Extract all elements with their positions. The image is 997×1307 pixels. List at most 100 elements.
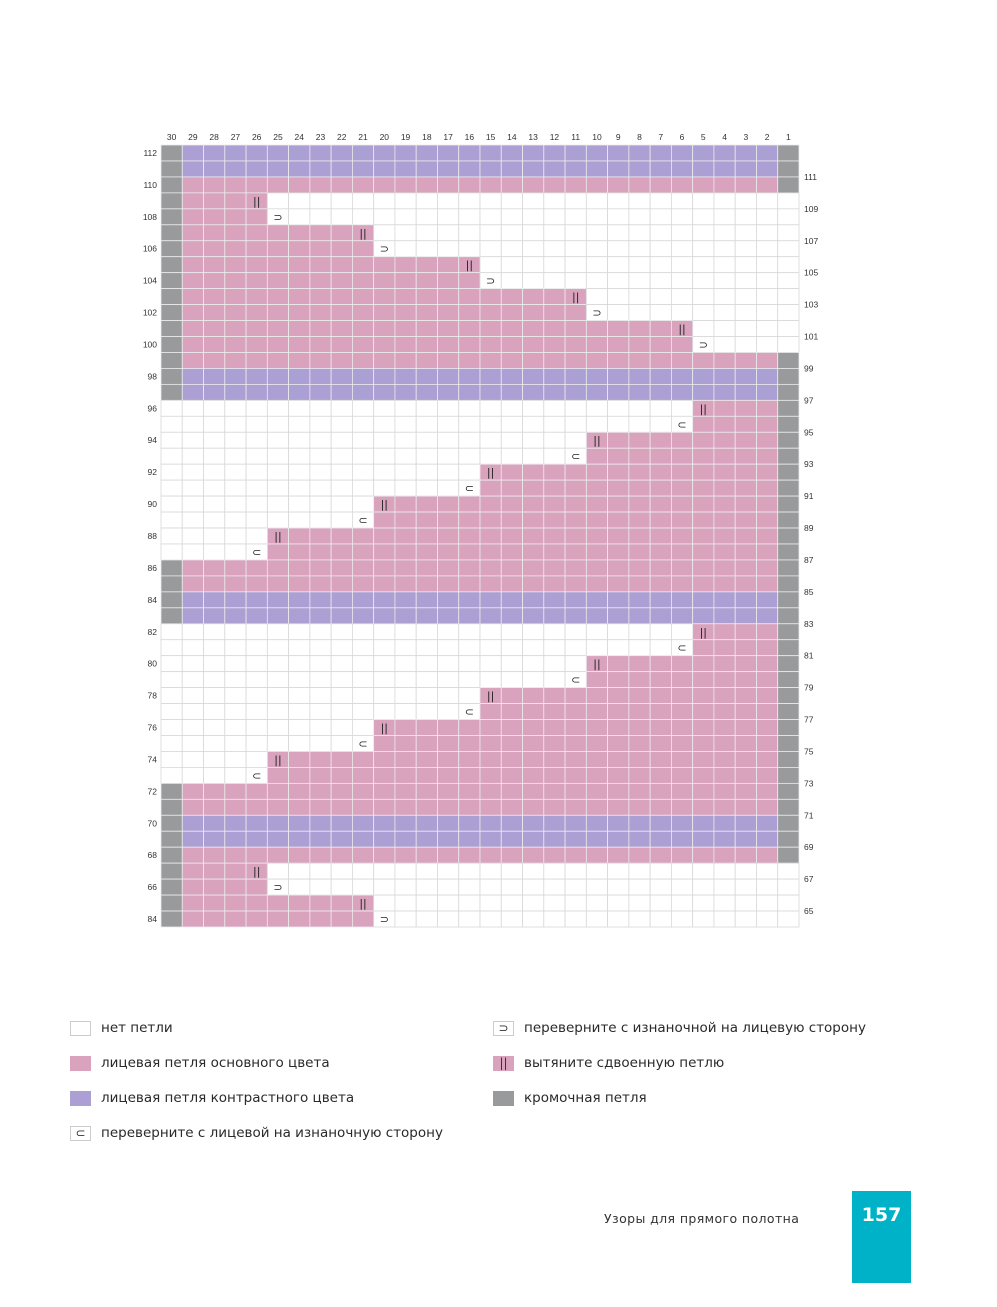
- main-color-cell: [692, 431, 715, 449]
- no-stitch-cell: [160, 495, 183, 513]
- no-stitch-cell: [309, 192, 332, 210]
- main-color-cell: [479, 288, 502, 305]
- no-stitch-cell: [479, 655, 502, 673]
- contrast-color-cell: [437, 830, 460, 848]
- main-color-cell: [713, 511, 736, 529]
- contrast-color-cell: [713, 160, 736, 178]
- edge-stitch-cell: [160, 575, 183, 593]
- main-color-cell: [330, 336, 353, 353]
- contrast-color-cell: [500, 607, 523, 625]
- no-stitch-cell: [394, 655, 417, 673]
- no-stitch-cell: [394, 671, 417, 689]
- no-stitch-cell: [479, 447, 502, 465]
- no-stitch-cell: [437, 862, 460, 880]
- main-color-cell: [351, 559, 375, 577]
- main-color-cell: [756, 463, 779, 481]
- row-label-left: 104: [143, 276, 157, 286]
- no-stitch-cell: [288, 687, 311, 704]
- no-stitch-cell: [564, 399, 587, 417]
- main-color-cell: [373, 256, 396, 274]
- no-stitch-cell: [394, 910, 417, 928]
- main-color-cell: [394, 176, 417, 194]
- main-color-cell: [394, 798, 417, 816]
- no-stitch-cell: [351, 479, 375, 497]
- contrast-color-cell: [628, 830, 651, 848]
- row-label-left: 110: [143, 180, 157, 190]
- main-color-cell: [628, 352, 651, 369]
- contrast-color-cell: [649, 368, 672, 385]
- main-color-cell: [224, 240, 247, 258]
- no-stitch-cell: [437, 240, 460, 258]
- main-color-cell: [564, 782, 587, 800]
- no-stitch-cell: [245, 399, 268, 417]
- row-label-left: 76: [148, 723, 158, 733]
- no-stitch-cell: [500, 447, 523, 465]
- no-stitch-cell: [394, 463, 417, 481]
- main-color-cell: [309, 527, 332, 545]
- main-color-cell: [713, 687, 736, 704]
- no-stitch-cell: [734, 208, 757, 226]
- contrast-color-cell: [649, 144, 672, 162]
- main-color-cell: [224, 192, 247, 210]
- main-color-cell: [649, 751, 672, 768]
- no-stitch-cell: [671, 208, 694, 226]
- main-color-cell: [224, 176, 247, 194]
- contrast-color-cell: [543, 160, 566, 178]
- row-label-right: 77: [804, 715, 814, 725]
- main-color-cell: [181, 575, 204, 593]
- main-color-cell: [181, 798, 204, 816]
- no-stitch-cell: [649, 894, 672, 912]
- main-color-cell: [203, 272, 226, 290]
- contrast-color-cell: [245, 144, 268, 162]
- main-color-cell: [181, 862, 204, 880]
- no-stitch-cell: [777, 304, 800, 321]
- no-stitch-cell: [628, 240, 651, 258]
- column-label: 11: [571, 132, 580, 142]
- no-stitch-cell: [160, 655, 183, 673]
- contrast-color-cell: [437, 160, 460, 178]
- no-stitch-cell: [437, 192, 460, 210]
- no-stitch-cell: [543, 431, 566, 449]
- main-color-cell: [585, 527, 609, 545]
- main-color-cell: [309, 767, 332, 784]
- main-color-cell: [734, 623, 757, 641]
- no-stitch-cell: [203, 543, 226, 561]
- no-stitch-cell: [585, 272, 609, 290]
- no-stitch-cell: [309, 687, 332, 704]
- no-stitch-cell: [543, 878, 566, 896]
- no-stitch-cell: [203, 623, 226, 641]
- main-color-cell: [585, 782, 609, 800]
- no-stitch-cell: [649, 208, 672, 226]
- no-stitch-cell: [415, 639, 438, 657]
- no-stitch-cell: [649, 256, 672, 274]
- no-stitch-cell: [288, 431, 311, 449]
- main-color-cell: [479, 176, 502, 194]
- main-color-cell: [500, 767, 523, 784]
- no-stitch-cell: [224, 495, 247, 513]
- no-stitch-cell: [415, 224, 438, 242]
- main-color-cell: [203, 320, 226, 337]
- legend-item-main-color: лицевая петля основного цвета: [70, 1055, 330, 1071]
- main-color-cell: [394, 304, 417, 321]
- no-stitch-cell: [266, 463, 289, 481]
- main-color-cell: [330, 304, 353, 321]
- no-stitch-cell: [649, 240, 672, 258]
- no-stitch-cell: [437, 623, 460, 641]
- main-color-cell: [394, 846, 417, 864]
- main-color-cell: [671, 431, 694, 449]
- no-stitch-cell: [522, 192, 545, 210]
- no-stitch-cell: [564, 256, 587, 274]
- main-color-cell: [607, 352, 630, 369]
- main-color-cell: [649, 176, 672, 194]
- main-color-cell: [671, 511, 694, 529]
- contrast-color-cell: [479, 383, 502, 401]
- no-stitch-cell: [330, 495, 353, 513]
- main-color-cell: [734, 352, 757, 369]
- main-color-cell: [692, 447, 715, 465]
- column-label: 9: [616, 132, 621, 142]
- edge-stitch-cell: [160, 782, 183, 800]
- turn-right-to-wrong-icon: ⊂: [252, 546, 261, 559]
- row-label-left: 84: [148, 914, 158, 924]
- main-color-cell: [351, 751, 375, 768]
- main-color-cell: [415, 320, 438, 337]
